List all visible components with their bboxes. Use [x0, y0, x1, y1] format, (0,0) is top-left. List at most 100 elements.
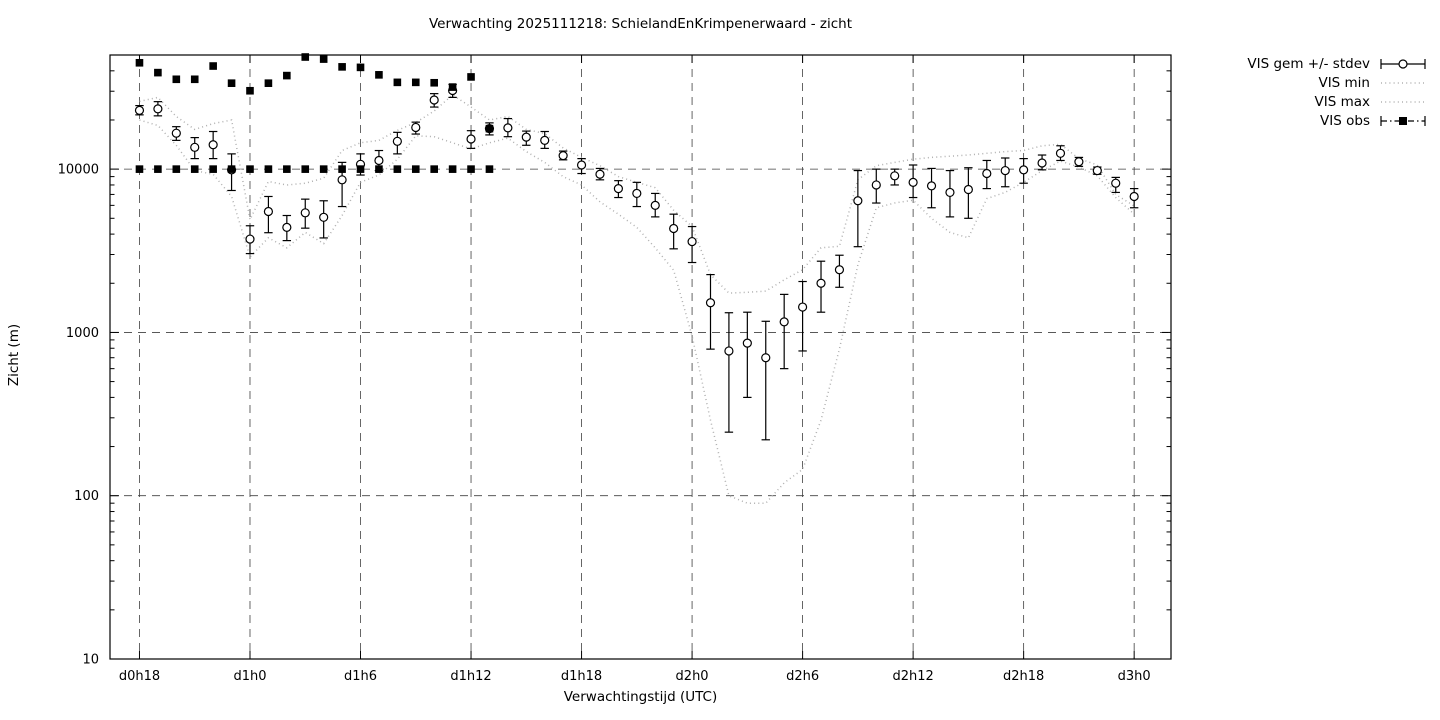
legend-sample-dotted-icon — [1381, 81, 1425, 84]
legend-label-vis-max: VIS max — [1314, 93, 1371, 110]
vis-obs-marker — [246, 165, 254, 173]
vis-obs-marker — [227, 79, 236, 87]
vis-gem-marker — [1000, 165, 1010, 176]
vis-gem-marker — [853, 196, 863, 206]
vis-obs-marker — [430, 165, 438, 173]
vis-obs-marker — [301, 165, 310, 173]
vis-obs-marker — [190, 165, 199, 173]
vis-obs-marker — [135, 165, 144, 173]
x-tick-label: d1h0 — [233, 669, 266, 684]
y-axis-label: Zicht (m) — [6, 323, 22, 387]
chart-title: Verwachting 2025111218: SchielandEnKrimp… — [429, 16, 852, 32]
x-tick-label: d1h12 — [450, 669, 491, 684]
axis-ticks — [110, 54, 1171, 660]
vis-obs-marker — [154, 68, 162, 77]
plot-border — [109, 54, 1172, 660]
vis-gem-marker — [761, 353, 771, 363]
vis-gem-marker — [742, 338, 752, 348]
vis-obs-marker — [246, 86, 254, 95]
vis-gem-marker — [466, 134, 476, 144]
vis-gem-marker — [208, 140, 218, 150]
vis-gem-marker — [669, 223, 679, 234]
y-tick-label: 1000 — [66, 326, 99, 341]
x-tick-label: d2h12 — [892, 669, 933, 684]
legend-row-vis-min: VIS min — [1247, 73, 1428, 92]
vis-obs-marker — [319, 55, 328, 63]
legend-sample-obs-icon — [1380, 115, 1426, 126]
vis-obs-marker — [172, 75, 181, 84]
vis-gem-marker — [558, 151, 568, 161]
legend: VIS gem +/- stdev VIS min VIS max VIS ob… — [1247, 54, 1428, 130]
vis-gem-marker — [613, 183, 623, 194]
vis-obs-marker — [264, 165, 273, 173]
legend-row-vis-obs: VIS obs — [1247, 111, 1428, 130]
vis-gem-marker — [687, 236, 697, 247]
vis-obs-marker — [301, 53, 310, 61]
vis-gem-marker — [816, 278, 826, 288]
vis-gem-marker — [245, 234, 255, 244]
vis-gem-marker — [411, 122, 421, 133]
vis-obs-marker — [172, 165, 181, 173]
vis-gem-marker — [1074, 157, 1084, 167]
vis-obs-marker — [209, 165, 217, 173]
vis-gem-marker — [521, 132, 531, 142]
y-tick-label: 10000 — [58, 163, 99, 178]
vis-gem-marker — [963, 184, 973, 195]
vis-gem-marker — [540, 135, 550, 145]
vis-gem-marker — [153, 104, 163, 114]
vis-obs-marker — [393, 165, 402, 173]
x-tick-label: d1h18 — [561, 669, 602, 684]
vis-gem-marker — [908, 177, 918, 187]
vis-obs-marker — [467, 165, 475, 173]
vis-obs-marker — [356, 63, 365, 72]
vis-obs-markers — [135, 53, 494, 173]
vis-gem-marker — [797, 302, 808, 312]
x-tick-label: d1h6 — [344, 669, 377, 684]
x-tick-label: d3h0 — [1118, 669, 1151, 684]
vis-obs-marker — [154, 165, 162, 173]
vis-obs-marker — [375, 165, 383, 173]
vis-obs-marker — [448, 165, 457, 173]
vis-gem-marker — [779, 317, 789, 327]
vis-obs-marker — [209, 62, 217, 70]
vis-obs-marker — [264, 79, 273, 87]
vis-gem-marker — [263, 206, 274, 217]
vis-obs-marker — [283, 71, 291, 80]
legend-sample-dotted-icon — [1381, 100, 1425, 103]
vis-gem-marker — [1019, 165, 1029, 175]
vis-gem-marker — [650, 200, 660, 210]
y-tick-label: 100 — [74, 489, 99, 504]
vis-gem-marker — [282, 222, 292, 232]
x-axis-label: Verwachtingstijd (UTC) — [563, 689, 718, 705]
vis-obs-marker — [467, 73, 475, 81]
vis-gem-marker — [576, 160, 587, 170]
vis-gem-marker — [134, 105, 145, 115]
vis-gem-marker — [1037, 158, 1047, 168]
vis-gem-marker — [1129, 191, 1139, 202]
vis-gem-marker — [724, 346, 734, 356]
vis-obs-marker — [227, 165, 236, 173]
vis-gem-marker — [503, 123, 513, 133]
vis-gem-marker — [632, 188, 642, 199]
legend-row-vis-max: VIS max — [1247, 92, 1428, 111]
vis-obs-marker — [411, 78, 420, 87]
vis-gem-marker — [300, 208, 310, 218]
vis-gem-marker — [982, 168, 992, 179]
vis-gem-marker — [337, 175, 347, 185]
vis-obs-marker — [135, 58, 144, 67]
vis-gem-marker — [595, 169, 605, 179]
vis-obs-marker — [430, 78, 438, 87]
vis-obs-marker — [411, 165, 420, 173]
legend-sample-errorbar-icon — [1380, 58, 1426, 69]
vis-obs-marker — [190, 75, 199, 84]
vis-obs-marker — [393, 78, 402, 87]
vis-gem-marker — [190, 142, 200, 152]
legend-label-vis-gem: VIS gem +/- stdev — [1247, 55, 1370, 72]
grid — [110, 55, 1171, 659]
vis-obs-marker — [448, 83, 457, 91]
y-tick-label: 10 — [82, 653, 99, 668]
vis-gem-marker — [1092, 165, 1102, 176]
x-tick-label: d2h6 — [786, 669, 819, 684]
vis-gem-marker — [890, 171, 900, 181]
